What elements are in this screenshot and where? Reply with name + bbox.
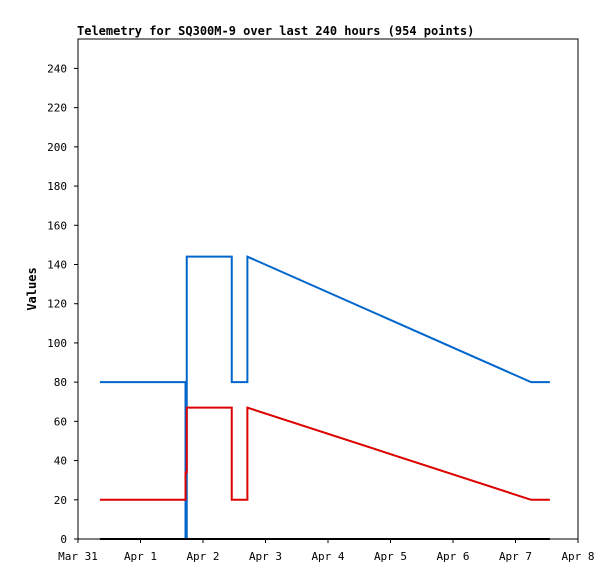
x-tick-label: Apr 3 (249, 550, 282, 563)
series-line-1 (99, 406, 550, 501)
x-tick-label: Apr 1 (124, 550, 157, 563)
x-tick-label: Apr 2 (186, 550, 219, 563)
x-tick-label: Mar 31 (58, 550, 98, 563)
y-tick-label: 180 (47, 180, 67, 193)
series-layer (99, 255, 550, 540)
chart-title: Telemetry for SQ300M-9 over last 240 hou… (77, 24, 474, 38)
y-tick-label: 160 (47, 219, 67, 232)
y-tick-label: 0 (60, 533, 67, 546)
y-tick-label: 120 (47, 298, 67, 311)
x-tick-label: Apr 8 (561, 550, 594, 563)
y-tick-label: 20 (54, 494, 67, 507)
x-tick-label: Apr 6 (436, 550, 469, 563)
y-tick-label: 240 (47, 62, 67, 75)
series-line-0 (99, 255, 550, 540)
x-tick-label: Apr 7 (499, 550, 532, 563)
y-tick-label: 100 (47, 337, 67, 350)
x-tick-label: Apr 5 (374, 550, 407, 563)
y-tick-label: 60 (54, 415, 67, 428)
y-tick-label: 200 (47, 141, 67, 154)
x-tick-label: Apr 4 (311, 550, 344, 563)
y-tick-label: 40 (54, 455, 67, 468)
y-axis: 0 20 40 60 80 100 120 140 160 180 200 220 240 (47, 62, 78, 546)
y-tick-label: 140 (47, 258, 67, 271)
plot-area-frame (77, 38, 579, 540)
x-axis: Mar 31 Apr 1 Apr 2 Apr 3 Apr 4 Apr 5 Apr 6 Apr … (58, 539, 595, 563)
y-axis-label: Values (25, 267, 39, 310)
y-tick-label: 80 (54, 376, 67, 389)
y-tick-label: 220 (47, 102, 67, 115)
